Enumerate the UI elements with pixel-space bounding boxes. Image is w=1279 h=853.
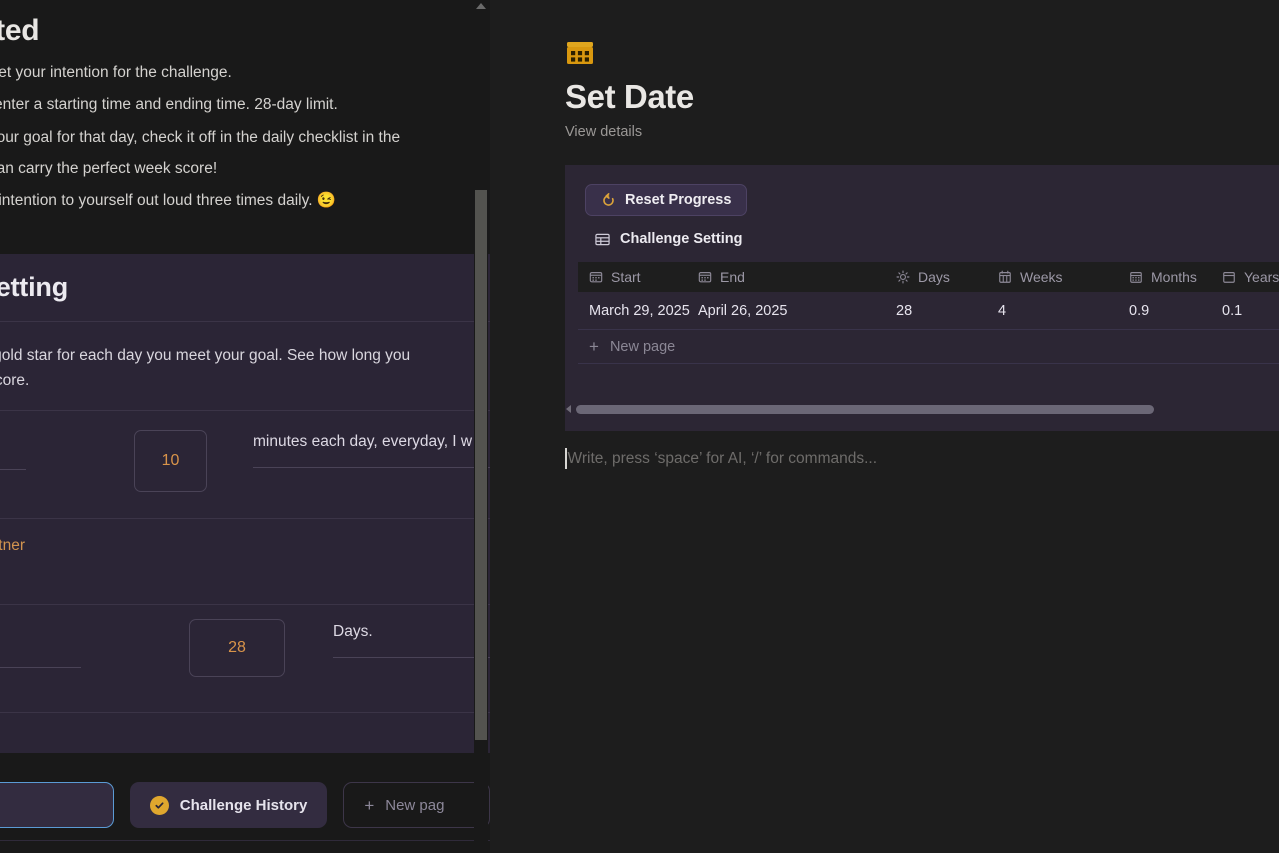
days-form-row: 28 Days. [0,605,490,713]
column-header-end-label: End [720,269,745,285]
intention-blank-field-3[interactable] [0,666,81,668]
view-details-link[interactable]: View details [565,124,643,140]
check-circle-icon [149,795,169,815]
intro-line-4-text: ng you can carry the perfect week score! [0,160,218,177]
reset-progress-button[interactable]: Reset Progress [585,184,748,216]
cell-days[interactable]: 28 [896,302,913,319]
plus-icon: + [364,795,375,815]
new-page-button-left[interactable]: + New pag [343,782,490,828]
intro-line-2: ate and enter a starting time and ending… [0,95,338,115]
left-page-content: Started form to set your intention for t… [0,0,490,853]
challenge-setting-label: Challenge Setting [620,231,743,247]
column-header-months-label: Months [1151,269,1197,285]
days-number-input[interactable]: 28 [189,618,285,677]
intro-line-1: form to set your intention for the chall… [0,63,232,83]
page-title-started: Started [0,14,40,47]
horizontal-scrollbar-thumb[interactable] [576,404,1154,414]
new-page-button-left-label: New pag [385,796,445,814]
intention-setting-heading: on Setting [0,272,68,302]
intention-tail-row: s [0,713,490,753]
intro-line-3-text: ve met your goal for that day, check it … [0,129,401,146]
days-label: Days. [333,622,373,640]
table-new-page-label: New page [609,338,676,355]
cell-end[interactable]: April 26, 2025 [698,302,788,319]
column-header-days[interactable]: Days [896,269,998,285]
column-header-start-label: Start [611,269,641,285]
vertical-scrollbar[interactable] [474,0,488,853]
calendar-year-icon [1222,270,1236,284]
vertical-scrollbar-thumb[interactable] [475,190,487,740]
horizontal-scrollbar[interactable] [565,403,1279,415]
challenge-setting-title[interactable]: Challenge Setting [595,231,742,247]
column-header-days-label: Days [918,269,950,285]
date-icon [589,270,603,284]
sun-icon [896,270,910,284]
intention-blank-field-4[interactable] [333,656,490,658]
challenge-setting-table: Start [578,262,1279,364]
table-new-page-button[interactable]: + New page [578,330,1279,364]
cell-months[interactable]: 0.9 [1129,302,1150,319]
left-bottom-divider [0,840,490,841]
column-header-weeks[interactable]: Weeks [998,269,1129,285]
table-row[interactable]: March 29, 2025 April 26, 2025 28 4 0.9 0… [578,292,1279,330]
calendar-month-icon [1129,270,1143,284]
column-header-months[interactable]: Months [1129,269,1222,285]
date-icon [698,270,712,284]
editor-input-line[interactable]: Write, press ‘space’ for AI, ‘/’ for com… [565,448,877,469]
challenge-history-button[interactable]: Challenge History [129,782,328,828]
reset-progress-label: Reset Progress [625,192,732,208]
page-title: Set Date [565,78,694,115]
table-header-row: Start [578,262,1279,292]
intention-blank-field-2[interactable] [253,466,490,468]
focused-page-button[interactable]: e [0,782,114,828]
intro-line-3: ve met your goal for that day, check it … [0,128,400,148]
database-block: Reset Progress Challenge Setting [565,165,1279,431]
cell-years[interactable]: 0.1 [1222,302,1243,319]
intro-line-2-text: and enter a starting time and ending tim… [0,96,338,113]
minutes-suffix-label: minutes each day, everyday, I w [253,432,473,450]
right-page-panel: Set Date View details Reset Progress [490,0,1279,853]
column-header-years-label: Years [1244,269,1279,285]
column-header-end[interactable]: End [698,269,896,285]
calendar-week-icon [998,270,1012,284]
scroll-up-arrow-icon[interactable] [476,3,486,9]
column-header-weeks-label: Weeks [1020,269,1063,285]
text-caret [565,448,567,469]
minutes-form-row: of 10 minutes each day, everyday, I w [0,411,490,519]
left-button-bar: e Challenge History + New pag [0,778,490,832]
partner-text: h my partner [0,536,26,554]
scroll-left-arrow-icon[interactable] [566,405,571,413]
description-line-2: t week score. [0,371,30,389]
column-header-years[interactable]: Years [1222,269,1279,285]
partner-form-row: h my partner [0,519,490,605]
left-page-panel: Started form to set your intention for t… [0,0,490,853]
calendar-emoji-icon [565,38,595,74]
table-icon [595,232,610,247]
cell-weeks[interactable]: 4 [998,302,1007,319]
intention-setting-header: on Setting [0,254,490,322]
intro-line-5: peat the intention to yourself out loud … [0,191,336,211]
column-header-start[interactable]: Start [578,269,698,285]
minutes-number-input[interactable]: 10 [134,429,207,492]
challenge-history-label: Challenge History [179,796,308,814]
cell-start[interactable]: March 29, 2025 [589,302,690,319]
intention-blank-field-1[interactable] [0,468,26,470]
plus-icon: + [589,337,599,356]
reset-arrow-icon [601,192,616,208]
editor-placeholder: Write, press ‘space’ for AI, ‘/’ for com… [567,449,878,467]
intro-line-4: ng you can carry the perfect week score! [0,159,217,179]
intro-line-5-text: peat the intention to yourself out loud … [0,192,337,209]
intro-line-1-text: form to set your intention for the chall… [0,64,232,81]
